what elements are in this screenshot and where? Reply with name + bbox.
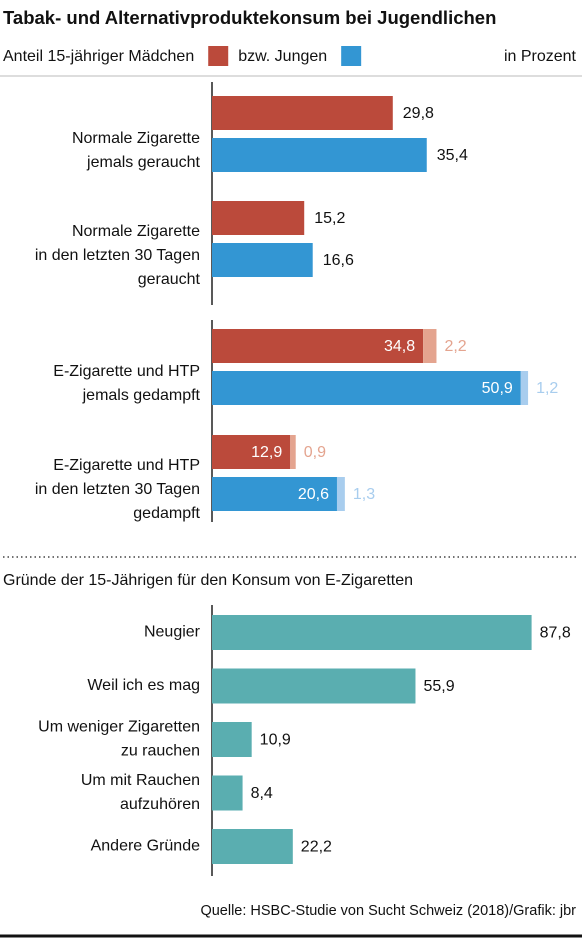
bar: [212, 243, 313, 277]
bar: [212, 829, 293, 864]
bar: [520, 371, 529, 405]
bar: [212, 722, 252, 757]
value-label: 87,8: [540, 625, 571, 642]
legend-label: bzw. Jungen: [238, 48, 327, 65]
value-label: 22,2: [301, 839, 332, 856]
bar: [212, 477, 337, 511]
value-label: 0,9: [304, 444, 326, 461]
category-label: Um mit Rauchen aufzuhören: [81, 772, 200, 813]
category-label: Um weniger Zigaretten zu rauchen: [38, 719, 200, 760]
bar: [336, 477, 345, 511]
bar: [212, 668, 416, 704]
category-label: Normale Zigarette jemals geraucht: [72, 130, 201, 171]
value-label: 29,8: [403, 105, 434, 122]
chart-title: Tabak- und Alternativproduktekonsum bei …: [3, 7, 496, 28]
source: Quelle: HSBC-Studie von Sucht Schweiz (2…: [200, 903, 576, 919]
value-label: 10,9: [260, 732, 291, 749]
category-label: Weil ich es mag: [87, 677, 200, 694]
value-label: 1,2: [536, 380, 558, 397]
bar: [290, 435, 296, 469]
value-label: 34,8: [384, 338, 415, 355]
legend-label: Anteil 15-jähriger Mädchen: [3, 48, 194, 65]
value-label: 55,9: [423, 678, 454, 695]
value-label: 15,2: [314, 210, 345, 227]
category-label: Neugier: [144, 624, 201, 641]
legend-swatch: [208, 46, 229, 66]
legend-swatch: [341, 46, 362, 66]
category-label: E-Zigarette und HTP jemals gedampft: [53, 363, 200, 404]
category-label: E-Zigarette und HTP in den letzten 30 Tag…: [35, 457, 201, 522]
chart-title: Gründe der 15-Jährigen für den Konsum vo…: [3, 572, 413, 589]
value-label: 2,2: [444, 338, 466, 355]
bar: [423, 329, 437, 363]
value-label: 16,6: [323, 252, 354, 269]
bar: [212, 138, 427, 172]
category-label: Normale Zigarette in den letzten 30 Tagen…: [35, 223, 201, 288]
bar: [212, 775, 243, 811]
value-label: 50,9: [482, 380, 513, 397]
unit-label: in Prozent: [504, 48, 577, 65]
bar: [212, 329, 424, 363]
category-label: Andere Gründe: [91, 838, 201, 855]
bar: [212, 435, 291, 469]
bar: [212, 201, 305, 235]
value-label: 1,3: [353, 486, 375, 503]
bar: [212, 615, 532, 650]
bar: [212, 371, 521, 405]
value-label: 12,9: [251, 444, 282, 461]
bar: [212, 96, 393, 130]
value-label: 35,4: [437, 147, 468, 164]
value-label: 8,4: [251, 785, 273, 802]
value-label: 20,6: [298, 486, 329, 503]
